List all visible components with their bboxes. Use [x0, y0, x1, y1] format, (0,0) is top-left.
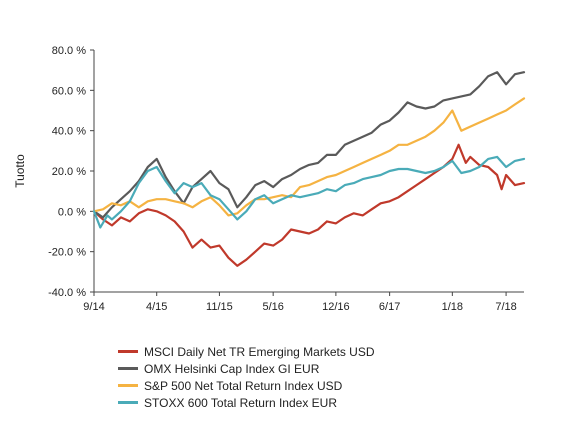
- x-tick-label: 7/18: [495, 301, 516, 313]
- chart-legend: MSCI Daily Net TR Emerging Markets USD OM…: [118, 343, 375, 411]
- legend-swatch: [118, 350, 138, 353]
- legend-swatch: [118, 367, 138, 370]
- chart-axes: -40.0 % -20.0 % 0.0 % 20.0 % 40.0 % 60.0 % 80.…: [48, 45, 524, 313]
- series-line-msci-daily-net-tr-emerging-markets-usd: [92, 143, 526, 267]
- y-tick-label: 80.0 %: [52, 45, 86, 57]
- legend-item: STOXX 600 Total Return Index EUR: [118, 394, 375, 411]
- y-tick-label: 0.0 %: [58, 206, 86, 218]
- legend-item: OMX Helsinki Cap Index GI EUR: [118, 360, 375, 377]
- x-tick-label: 6/17: [379, 301, 400, 313]
- chart-series: [92, 71, 526, 267]
- legend-label: S&P 500 Net Total Return Index USD: [144, 378, 343, 393]
- y-tick-label: 40.0 %: [52, 126, 86, 138]
- y-tick-label: 60.0 %: [52, 85, 86, 97]
- legend-label: OMX Helsinki Cap Index GI EUR: [144, 361, 320, 376]
- legend-item: S&P 500 Net Total Return Index USD: [118, 377, 375, 394]
- legend-label: STOXX 600 Total Return Index EUR: [144, 395, 337, 410]
- legend-swatch: [118, 401, 138, 404]
- x-tick-label: 9/14: [83, 301, 104, 313]
- x-tick-label: 1/18: [442, 301, 463, 313]
- legend-label: MSCI Daily Net TR Emerging Markets USD: [144, 344, 375, 359]
- y-axis-label: Tuotto: [13, 154, 27, 188]
- y-tick-label: 20.0 %: [52, 166, 86, 178]
- x-tick-label: 4/15: [146, 301, 167, 313]
- series-line-omx-helsinki-cap-index-gi-eur: [92, 71, 526, 219]
- y-tick-label: -20.0 %: [48, 247, 86, 259]
- legend-swatch: [118, 384, 138, 387]
- line-chart: -40.0 % -20.0 % 0.0 % 20.0 % 40.0 % 60.0 % 80.…: [13, 45, 526, 313]
- y-tick-label: -40.0 %: [48, 287, 86, 299]
- series-line-stoxx-600-total-return-index-eur: [92, 155, 526, 229]
- x-tick-label: 11/15: [206, 301, 233, 313]
- legend-item: MSCI Daily Net TR Emerging Markets USD: [118, 343, 375, 360]
- x-tick-label: 5/16: [262, 301, 283, 313]
- series-line-s-p-500-net-total-return-index-usd: [92, 97, 526, 217]
- x-tick-label: 12/16: [322, 301, 350, 313]
